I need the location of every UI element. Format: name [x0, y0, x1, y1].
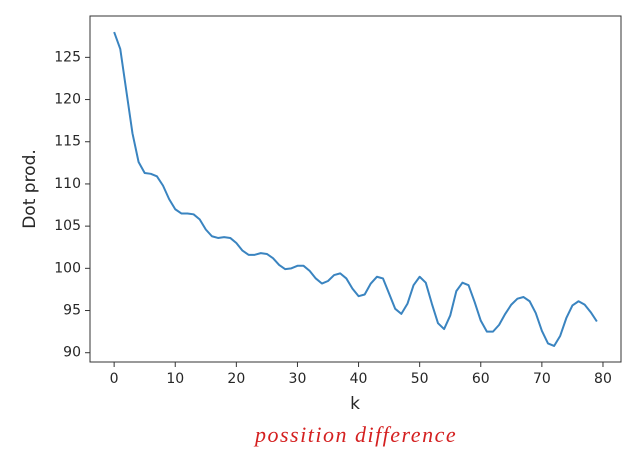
x-tick-label: 80	[594, 371, 612, 387]
plot-frame	[89, 15, 622, 363]
x-tick-label: 20	[227, 371, 245, 387]
x-tick-label: 40	[350, 371, 368, 387]
x-axis-label: k	[350, 394, 360, 414]
x-tick-label: 50	[411, 371, 429, 387]
y-tick-label: 110	[54, 176, 81, 192]
x-tick-label: 30	[289, 371, 307, 387]
y-tick-label: 120	[54, 92, 81, 108]
data-line	[113, 31, 598, 347]
y-tick-label: 115	[54, 134, 81, 150]
x-tick-label: 0	[110, 371, 119, 387]
y-tick-label: 105	[54, 218, 81, 234]
x-tick-label: 10	[166, 371, 184, 387]
y-tick-label: 100	[54, 260, 81, 276]
x-tick-label: 70	[533, 371, 551, 387]
y-tick-label: 90	[63, 345, 81, 361]
y-tick-label: 125	[54, 49, 81, 65]
annotation: possition difference	[253, 422, 457, 447]
y-axis-label: Dot prod.	[20, 149, 40, 229]
y-tick-label: 95	[63, 303, 81, 319]
x-tick-label: 60	[472, 371, 490, 387]
